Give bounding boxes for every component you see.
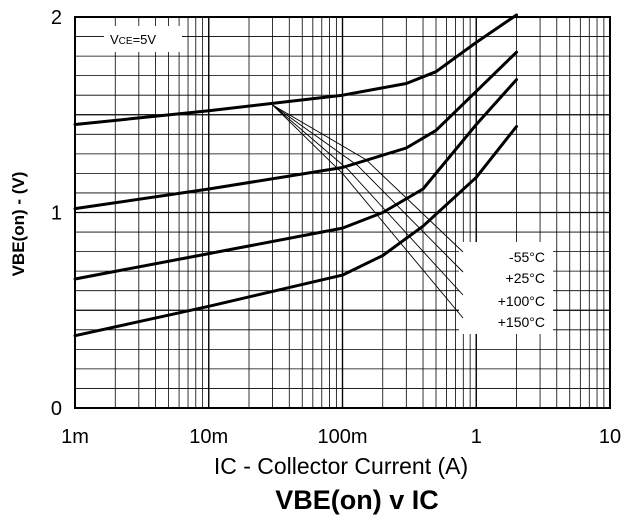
series-line-4	[73, 125, 518, 338]
x-tick-label: 10	[599, 426, 621, 448]
series-layer	[73, 13, 518, 338]
legend-leader-line	[272, 104, 464, 296]
x-tick-label: 1	[471, 426, 482, 448]
legend-label-1: -55°C	[509, 249, 545, 265]
tick-labels: 1m 10m 100m 1 10 0 1 2	[51, 7, 621, 448]
legend-label-3: +100°C	[498, 293, 545, 309]
condition-label-sub: CE	[119, 36, 133, 47]
condition-label-main: V	[110, 32, 119, 47]
legend-leader-line	[272, 104, 464, 273]
y-tick-label: 1	[51, 203, 62, 225]
legend-label-4: +150°C	[498, 314, 545, 330]
x-tick-label: 1m	[61, 426, 89, 448]
condition-label-rest: =5V	[133, 32, 157, 47]
legend-box	[459, 242, 553, 334]
plot-frame	[74, 16, 611, 409]
condition-label: VCE=5V	[110, 32, 156, 47]
condition-label-box	[104, 26, 182, 52]
series-line-3	[73, 78, 518, 281]
legend-leader-line	[272, 104, 464, 253]
x-axis-label: IC - Collector Current (A)	[214, 453, 468, 479]
y-tick-label: 2	[51, 7, 62, 29]
x-tick-label: 100m	[317, 426, 367, 448]
series-line-2	[73, 50, 518, 211]
series-line-1	[73, 13, 518, 126]
y-tick-label: 0	[51, 398, 62, 420]
chart-title: VBE(on) v IC	[275, 485, 439, 515]
y-axis-label: VBE(on) - (V)	[9, 172, 28, 277]
x-tick-label: 10m	[189, 426, 228, 448]
legend-leader-line	[272, 104, 464, 319]
legend-label-2: +25°C	[506, 270, 545, 286]
